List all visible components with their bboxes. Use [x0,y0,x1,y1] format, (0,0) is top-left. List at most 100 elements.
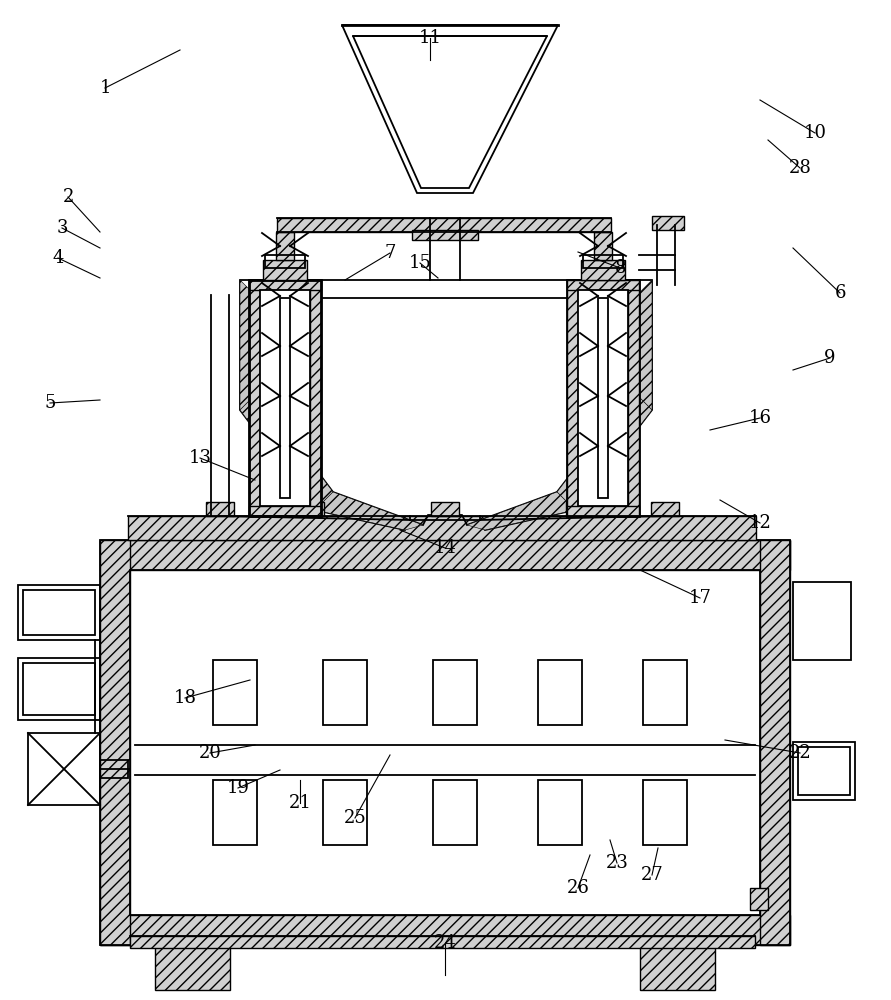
Bar [578,290,628,506]
Polygon shape [467,492,575,530]
Text: 2: 2 [62,188,74,206]
Bar [130,936,755,948]
Bar [793,582,851,660]
Bar [598,298,608,498]
Bar [643,660,687,725]
Text: 23: 23 [606,854,628,872]
Bar [567,280,639,516]
Bar [277,218,611,232]
Bar [651,502,679,516]
Polygon shape [240,392,333,510]
Polygon shape [240,280,258,410]
Bar [433,660,477,725]
Bar [750,888,768,910]
Text: 15: 15 [409,254,431,272]
Bar [18,585,100,640]
Bar [538,780,582,845]
Bar [643,660,687,725]
Bar [433,660,477,725]
Bar [581,260,625,280]
Bar [249,506,321,516]
Bar [263,260,307,280]
Text: 26: 26 [567,879,590,897]
Text: 9: 9 [824,349,836,367]
Bar [578,290,628,506]
Text: 10: 10 [804,124,827,142]
Text: 18: 18 [174,689,197,707]
Text: 20: 20 [199,744,222,762]
Text: 17: 17 [689,589,711,607]
Bar [323,660,367,725]
Polygon shape [557,392,652,510]
Bar [566,502,594,516]
Bar [260,290,310,506]
Bar [213,780,257,845]
Bar [296,502,324,516]
Polygon shape [634,280,652,410]
Bar [28,733,100,805]
Bar [594,232,612,260]
Bar [431,502,459,516]
Bar [206,502,234,516]
Bar [249,280,321,516]
Bar [128,516,756,540]
Bar [18,658,100,720]
Bar [643,780,687,845]
Bar [213,660,257,725]
Bar [323,780,367,845]
Text: 24: 24 [434,934,456,952]
Polygon shape [315,492,423,530]
Text: 19: 19 [226,779,249,797]
Bar [260,290,310,506]
Text: 22: 22 [789,744,812,762]
Text: 27: 27 [641,866,664,884]
Bar [276,232,294,260]
Bar [643,780,687,845]
Bar [100,540,790,570]
Text: 14: 14 [434,539,456,557]
Text: 7: 7 [384,244,396,262]
Bar [583,255,623,268]
Bar [23,590,95,635]
Bar [213,660,257,725]
Bar [100,760,128,778]
Bar [538,780,582,845]
Bar [310,280,321,516]
Text: 4: 4 [53,249,63,267]
Text: 16: 16 [748,409,772,427]
Bar [280,298,290,498]
Text: 1: 1 [99,79,110,97]
Bar [249,280,321,290]
Bar [130,570,760,915]
Bar [323,780,367,845]
Bar [538,660,582,725]
Bar [798,747,850,795]
Text: 3: 3 [56,219,68,237]
Bar [100,540,130,945]
Bar [100,915,790,945]
Bar [628,280,639,516]
Bar [265,255,305,268]
Bar [249,280,260,516]
Bar [652,216,684,230]
Bar [412,230,478,240]
Bar [567,280,578,516]
Bar [760,540,790,945]
Bar [433,780,477,845]
Bar [213,780,257,845]
Text: 12: 12 [748,514,772,532]
Bar [538,660,582,725]
Bar [23,663,95,715]
Bar [323,660,367,725]
Text: 21: 21 [289,794,312,812]
Text: 11: 11 [419,29,442,47]
Text: 8: 8 [614,259,625,277]
Bar [567,506,639,516]
Text: 5: 5 [45,394,55,412]
Bar [155,940,230,990]
Bar [640,940,715,990]
Bar [100,540,790,945]
Text: 6: 6 [834,284,846,302]
Bar [433,780,477,845]
Text: 13: 13 [189,449,211,467]
